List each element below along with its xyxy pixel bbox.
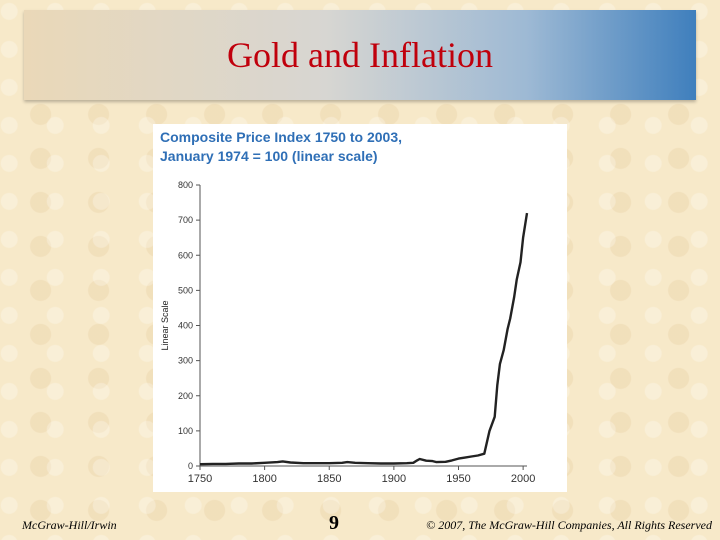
chart-axes: [199, 185, 527, 467]
x-ticks: 1750 1800 1850 1900 1950 2000: [188, 466, 535, 485]
y-tick-label: 200: [178, 391, 193, 401]
y-tick-label: 300: [178, 356, 193, 366]
footer-publisher: McGraw-Hill/Irwin: [22, 518, 117, 532]
x-tick-label: 1850: [317, 473, 341, 485]
y-tick-label: 400: [178, 321, 193, 331]
chart-title-line-2: January 1974 = 100 (linear scale): [160, 148, 378, 164]
footer-copyright: © 2007, The McGraw-Hill Companies, All R…: [426, 518, 712, 532]
y-tick-label: 0: [188, 461, 193, 471]
x-tick-label: 2000: [511, 473, 535, 485]
price-index-chart: 0 100 200 300 400 500 600 700 800 1750 1800 1850 19…: [160, 180, 535, 485]
y-tick-label: 600: [178, 250, 193, 260]
y-axis-label: Linear Scale: [160, 300, 170, 350]
title-bar: Gold and Inflation: [24, 10, 696, 100]
series-line: [199, 212, 529, 466]
x-tick-label: 1800: [252, 473, 276, 485]
y-ticks: 0 100 200 300 400 500 600 700 800: [178, 180, 200, 471]
chart-panel: 0 100 200 300 400 500 600 700 800 1750 1800 1850 19…: [153, 124, 567, 492]
x-tick-label: 1950: [446, 473, 470, 485]
y-tick-label: 700: [178, 215, 193, 225]
slide-title: Gold and Inflation: [227, 35, 493, 75]
y-tick-label: 800: [178, 180, 193, 190]
x-tick-label: 1900: [382, 473, 406, 485]
y-tick-label: 500: [178, 285, 193, 295]
chart-title: Composite Price Index 1750 to 2003, Janu…: [160, 128, 560, 166]
page-number: 9: [329, 512, 339, 534]
x-tick-label: 1750: [188, 473, 212, 485]
y-tick-label: 100: [178, 426, 193, 436]
chart-title-line-1: Composite Price Index 1750 to 2003,: [160, 129, 402, 145]
